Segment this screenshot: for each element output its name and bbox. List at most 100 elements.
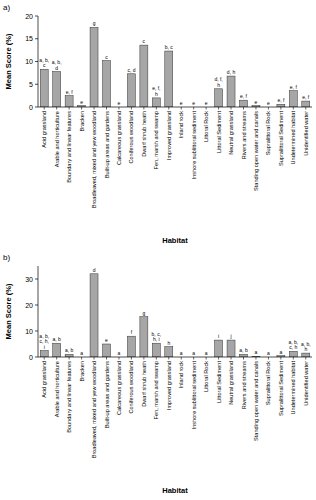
- annotation-line: i: [218, 333, 219, 339]
- x-tick: [305, 357, 306, 360]
- x-tick: [156, 357, 157, 360]
- annotation-line: a: [279, 349, 282, 355]
- x-tick: [94, 357, 95, 360]
- x-tick-label: Acid grassland: [41, 111, 47, 148]
- x-tick: [193, 107, 194, 110]
- annotation-line: i: [44, 344, 45, 350]
- bar: [53, 343, 61, 357]
- annotation: b, c,h, i: [152, 331, 161, 343]
- panel-label: b): [3, 253, 10, 262]
- x-tick-label: Supralittoral Rock: [265, 111, 271, 155]
- y-tick: [35, 107, 38, 108]
- x-tick: [69, 107, 70, 110]
- x-tick-label: Undetermined habitat: [290, 111, 296, 165]
- x-tick-label: Standing open water and canals: [253, 111, 259, 191]
- bar: [152, 343, 160, 357]
- annotation-line: h: [155, 91, 158, 97]
- annotation-line: a: [255, 349, 258, 355]
- y-axis-label: Mean Score (%): [4, 283, 13, 339]
- x-tick: [118, 107, 119, 110]
- bar: [289, 351, 297, 357]
- annotation: e, f: [66, 89, 74, 95]
- x-tick: [280, 107, 281, 110]
- annotation-line: h, i: [153, 336, 160, 342]
- x-tick-label: Inshore sublittoral sediment: [191, 361, 197, 430]
- x-tick-label: Dwarf shrub heath: [141, 111, 147, 157]
- y-tick: [35, 16, 38, 17]
- x-tick: [168, 107, 169, 110]
- x-tick-label: Calcareous grassland: [116, 111, 122, 165]
- x-axis-label: Habitat: [162, 236, 188, 245]
- y-tick-label: 0: [29, 104, 33, 111]
- bar: [65, 354, 73, 357]
- annotation-line: c: [105, 54, 108, 60]
- bar: [140, 317, 148, 357]
- annotation: b, c: [165, 44, 174, 50]
- x-axis: [38, 107, 312, 108]
- x-tick: [181, 357, 182, 360]
- annotation: a, b: [53, 336, 62, 342]
- x-tick: [143, 357, 144, 360]
- annotation-line: f: [131, 329, 133, 335]
- annotation: e, f: [302, 94, 310, 100]
- figure: a)a, b,ca, b,de, fegcec, dce, f,hb, ceee…: [0, 0, 316, 500]
- y-axis-label: Mean Score (%): [4, 33, 13, 89]
- annotation: a: [267, 350, 270, 356]
- annotation: a: [205, 350, 208, 356]
- x-axis-label: Habitat: [162, 486, 188, 495]
- x-tick-label: Littoral Rock: [203, 361, 209, 392]
- annotation-line: e: [118, 100, 121, 106]
- x-tick: [255, 107, 256, 110]
- x-tick-label: Built-up areas and gardens: [104, 361, 110, 428]
- annotation: e, f: [240, 93, 248, 99]
- annotation: e: [80, 99, 83, 105]
- y-tick: [35, 357, 38, 358]
- y-tick: [35, 38, 38, 39]
- x-tick-label: Neutral grassland: [228, 111, 234, 155]
- y-tick-label: 10: [25, 58, 33, 65]
- x-tick: [81, 107, 82, 110]
- y-tick-label: 0: [29, 354, 33, 361]
- x-tick: [131, 107, 132, 110]
- annotation: a: [279, 349, 282, 355]
- x-tick: [94, 107, 95, 110]
- bar: [65, 96, 73, 107]
- y-tick-label: 5: [29, 81, 33, 88]
- y-tick-label: 30: [25, 276, 33, 283]
- bar: [289, 91, 297, 107]
- y-tick-label: 20: [25, 13, 33, 20]
- annotation-line: b, c: [165, 44, 174, 50]
- bar: [127, 336, 135, 357]
- x-tick: [56, 357, 57, 360]
- x-tick-label: Supralittoral Rock: [265, 361, 271, 405]
- x-tick-label: Built-up areas and gardens: [104, 111, 110, 178]
- annotation: d: [93, 267, 96, 273]
- bar: [165, 347, 173, 357]
- bar: [40, 351, 48, 358]
- annotation: a, b: [65, 347, 74, 353]
- annotation-line: h: [217, 82, 220, 88]
- annotation: c: [105, 54, 108, 60]
- x-tick-label: Calcareous grassland: [116, 361, 122, 415]
- x-tick: [243, 357, 244, 360]
- bar: [103, 61, 111, 107]
- annotation-line: c, h: [289, 344, 297, 350]
- x-tick-label: Inshore sublittoral sediment: [191, 111, 197, 180]
- x-tick-label: Littoral Sediment: [216, 111, 222, 153]
- x-tick: [231, 107, 232, 110]
- annotation-line: e, f: [290, 84, 298, 90]
- annotation: e, f,h: [152, 85, 160, 97]
- x-tick-label: Unidentified water: [303, 361, 309, 406]
- annotation: a: [192, 350, 195, 356]
- annotation-line: a: [205, 350, 208, 356]
- bar: [240, 354, 248, 357]
- x-axis: [38, 357, 312, 358]
- bar: [152, 98, 160, 107]
- x-tick: [81, 357, 82, 360]
- annotation: a: [80, 350, 83, 356]
- bar: [215, 89, 223, 107]
- annotation-line: e: [255, 99, 258, 105]
- bar: [227, 340, 235, 357]
- x-tick-label: Undetermined habitat: [290, 361, 296, 415]
- x-tick: [268, 107, 269, 110]
